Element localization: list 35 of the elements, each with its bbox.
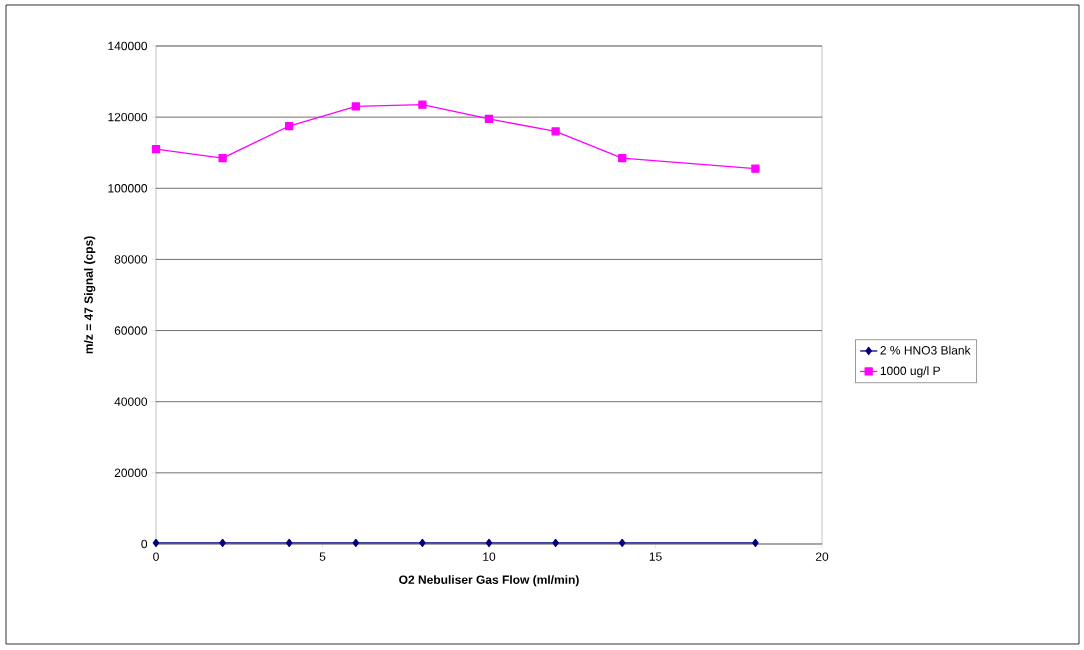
point <box>219 538 226 548</box>
x-tick-label: 20 <box>815 552 829 561</box>
point <box>351 102 360 111</box>
point <box>418 100 427 109</box>
point <box>485 538 493 548</box>
legend-label: 2 % HNO3 Blank <box>880 345 971 355</box>
x-axis-title: O2 Nebuliser Gas Flow (ml/min) <box>399 575 579 587</box>
y-tick-label: 120000 <box>108 112 148 122</box>
y-tick-label: 80000 <box>114 255 148 264</box>
y-tick-label: 0 <box>141 539 148 549</box>
y-tick-label: 20000 <box>114 468 148 478</box>
point <box>618 153 627 163</box>
point <box>151 145 161 154</box>
legend-label: 1000 ug/l P <box>880 366 940 378</box>
point <box>285 121 294 131</box>
point <box>285 538 293 548</box>
point <box>752 538 759 548</box>
y-axis-title: m/z = 47 Signal (cps) <box>84 236 96 354</box>
point <box>218 153 227 163</box>
y-tick-label: 100000 <box>108 184 148 193</box>
x-tick-label: 0 <box>153 552 159 561</box>
point <box>618 538 626 548</box>
point <box>152 538 160 548</box>
y-tick-label: 60000 <box>114 326 148 335</box>
point <box>751 164 760 173</box>
y-tick-label: 40000 <box>114 397 148 406</box>
point <box>419 538 426 548</box>
point <box>552 538 559 548</box>
x-tick-label: 15 <box>649 552 662 561</box>
x-tick-label: 10 <box>483 552 496 561</box>
point <box>484 114 494 124</box>
y-tick-label: 140000 <box>108 41 148 51</box>
point <box>352 538 360 548</box>
point <box>551 127 560 136</box>
x-tick-label: 5 <box>319 552 326 561</box>
